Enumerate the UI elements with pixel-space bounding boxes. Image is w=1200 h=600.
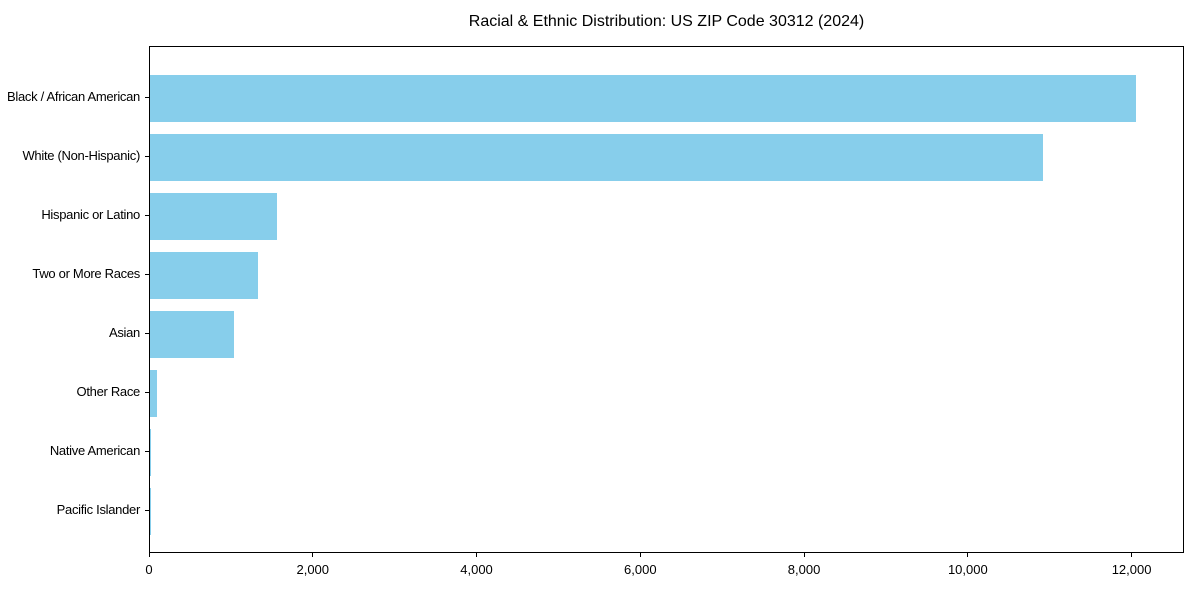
category-label: Other Race — [76, 384, 141, 399]
x-tick-label: 0 — [145, 562, 153, 577]
x-tick-label: 4,000 — [460, 562, 493, 577]
bar — [150, 310, 234, 358]
category-label: Black / African American — [7, 89, 140, 104]
bar — [150, 74, 1136, 122]
x-tick-label: 10,000 — [947, 562, 988, 577]
y-axis-tick — [145, 333, 149, 334]
x-axis-tick — [148, 553, 150, 557]
bar — [150, 369, 158, 417]
y-axis-tick — [145, 274, 149, 275]
y-axis-tick — [145, 156, 149, 157]
x-axis-tick — [639, 553, 641, 557]
chart-title: Racial & Ethnic Distribution: US ZIP Cod… — [468, 13, 865, 30]
y-axis-tick — [145, 451, 149, 452]
category-label: Asian — [108, 325, 140, 340]
x-axis-tick — [1131, 553, 1133, 557]
plot-area — [149, 46, 1184, 553]
x-axis-tick — [476, 553, 478, 557]
bar — [150, 251, 258, 299]
category-label: White (Non-Hispanic) — [22, 148, 140, 163]
x-tick-label: 2,000 — [296, 562, 330, 577]
bar — [150, 133, 1043, 181]
category-label: Pacific Islander — [56, 502, 141, 517]
x-tick-label: 12,000 — [1111, 562, 1152, 577]
bar — [150, 192, 277, 240]
x-tick-label: 6,000 — [624, 562, 657, 577]
x-axis-tick — [803, 553, 805, 557]
category-label: Native American — [49, 443, 140, 458]
x-tick-label: 8,000 — [787, 562, 821, 577]
y-axis-tick — [145, 215, 149, 216]
bar — [150, 428, 152, 476]
category-label: Two or More Races — [32, 266, 140, 281]
category-label: Hispanic or Latino — [41, 207, 140, 222]
x-axis-tick — [967, 553, 969, 557]
y-axis-tick — [145, 510, 149, 511]
x-axis-tick — [312, 553, 314, 557]
y-axis-tick — [145, 97, 149, 98]
y-axis-tick — [145, 392, 149, 393]
